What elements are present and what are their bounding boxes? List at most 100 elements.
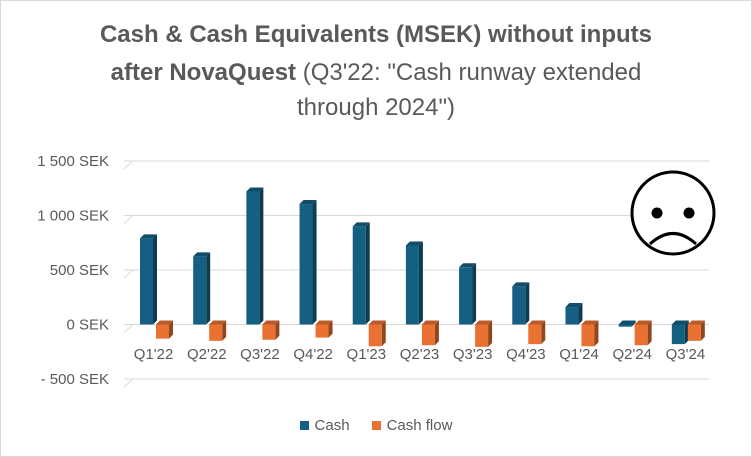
bar-top	[193, 252, 211, 257]
x-category-label: Q1'24	[559, 346, 599, 363]
bar-top	[565, 303, 583, 308]
gridline-depth	[123, 269, 134, 279]
gridline-depth	[123, 160, 134, 170]
bar-top	[299, 200, 317, 205]
title-line-1-bold: Cash & Cash Equivalents (MSEK) without i…	[99, 21, 653, 48]
cash-bar	[459, 267, 473, 325]
cash-flow-bar	[156, 324, 169, 339]
cash-flow-bar	[368, 324, 382, 347]
bar-top	[405, 241, 423, 246]
bar-top	[671, 320, 689, 325]
cash-bar	[618, 324, 632, 327]
title-line-2-bold: after NovaQuest	[110, 59, 297, 86]
bar-side	[259, 187, 264, 325]
title-line-3-normal: through 2024")	[297, 94, 455, 121]
bar-side	[418, 241, 423, 325]
bar-side	[472, 263, 477, 325]
x-category-label: Q2'22	[187, 346, 227, 363]
legend-item-cash: Cash	[299, 417, 350, 434]
bar-side	[525, 282, 530, 325]
x-category-label: Q3'23	[453, 346, 493, 363]
gridline-depth	[123, 324, 134, 333]
cash-bar	[246, 191, 260, 325]
sad-face-icon	[630, 170, 716, 256]
chart-title-line-2: after NovaQuest (Q3'22: "Cash runway ext…	[1, 59, 751, 87]
cash-bar	[352, 226, 366, 325]
gridline-depth	[123, 215, 134, 224]
x-category-label: Q1'23	[347, 346, 387, 363]
bar-side	[365, 222, 370, 325]
bar-top	[459, 263, 477, 268]
bar-side	[631, 320, 636, 327]
bar-side	[700, 320, 705, 341]
bar-top	[352, 222, 370, 227]
cash-flow-bar	[475, 324, 489, 347]
x-category-label: Q3'24	[666, 346, 706, 363]
bar-side	[328, 320, 333, 338]
x-category-label: Q2'24	[612, 346, 652, 363]
chart-title-line-1: Cash & Cash Equivalents (MSEK) without i…	[1, 21, 751, 49]
bar-top	[512, 282, 530, 287]
y-tick-label: 1 000 SEK	[37, 208, 109, 225]
gridline-depth	[123, 378, 134, 388]
cash-flow-bar	[315, 324, 329, 338]
cash-flow-bar	[262, 324, 276, 340]
chart-title-line-3: through 2024")	[1, 94, 751, 122]
bar-side	[275, 320, 280, 340]
y-tick-label: 500 SEK	[50, 262, 109, 279]
bar-top	[618, 320, 636, 325]
x-category-label: Q2'23	[400, 346, 440, 363]
x-category-label: Q4'22	[293, 346, 333, 363]
bar-top	[246, 187, 264, 192]
x-category-label: Q3'22	[240, 346, 280, 363]
bar-top	[156, 320, 173, 325]
cash-bar	[512, 286, 526, 325]
bar-side	[312, 200, 317, 325]
bar-top	[209, 320, 227, 325]
x-category-label: Q1'22	[134, 346, 174, 363]
title-line-2-normal: (Q3'22: "Cash runway extended	[296, 59, 642, 86]
cash-flow-bar	[528, 324, 542, 345]
cash-flow-bar	[421, 324, 435, 346]
y-tick-label: 0 SEK	[66, 317, 109, 334]
bar-top	[475, 320, 493, 325]
bar-side	[222, 320, 227, 341]
y-tick-label: - 500 SEK	[41, 371, 109, 388]
cash-flow-bar	[634, 324, 648, 346]
legend-item-cash-flow: Cash flow	[371, 417, 453, 434]
bar-side	[206, 252, 211, 325]
cash-bar	[405, 245, 419, 325]
bar-top	[421, 320, 439, 325]
bar-top	[140, 234, 157, 239]
bar-top	[368, 320, 386, 325]
bar-top	[315, 320, 333, 325]
legend-label-cash-flow: Cash flow	[386, 417, 453, 434]
cash-bar	[565, 307, 579, 325]
bar-side	[381, 320, 386, 347]
cash-flow-bar	[209, 324, 223, 341]
bar-side	[169, 320, 173, 339]
bar-side	[647, 320, 652, 346]
cash-bar	[671, 324, 685, 345]
legend-swatch-cash-flow	[371, 421, 381, 430]
chart-legend: Cash Cash flow	[1, 417, 751, 434]
cash-bar	[299, 204, 313, 325]
legend-label-cash: Cash	[314, 417, 350, 434]
bar-top	[634, 320, 652, 325]
cash-bar	[140, 238, 153, 325]
bar-side	[434, 320, 439, 346]
bar-side	[594, 320, 599, 347]
bar-side	[578, 303, 583, 325]
cash-bar	[193, 256, 207, 325]
bar-side	[488, 320, 493, 347]
bar-top	[528, 320, 546, 325]
bar-side	[541, 320, 546, 345]
bar-top	[581, 320, 599, 325]
cash-flow-bar	[687, 324, 701, 341]
x-category-label: Q4'23	[506, 346, 546, 363]
cash-flow-bar	[581, 324, 595, 347]
bar-top	[262, 320, 280, 325]
bar-top	[687, 320, 705, 325]
